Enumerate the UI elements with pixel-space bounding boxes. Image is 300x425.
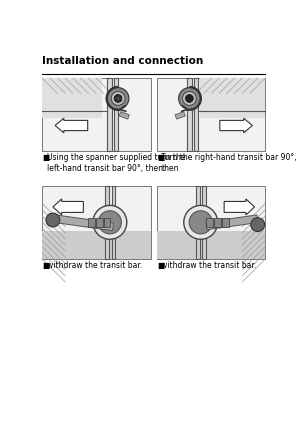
Bar <box>206 215 258 230</box>
Circle shape <box>46 213 60 227</box>
Circle shape <box>111 91 125 105</box>
Bar <box>222 218 229 227</box>
Circle shape <box>93 205 127 239</box>
Text: Installation and connection: Installation and connection <box>42 57 203 66</box>
Bar <box>96 218 103 227</box>
FancyArrow shape <box>55 118 88 133</box>
Circle shape <box>251 218 265 232</box>
Bar <box>42 186 151 259</box>
Bar <box>114 78 118 151</box>
Bar <box>157 78 266 151</box>
Circle shape <box>184 205 218 239</box>
Text: withdraw the transit bar.: withdraw the transit bar. <box>47 261 142 270</box>
Bar <box>214 218 221 227</box>
Bar <box>42 78 151 151</box>
Circle shape <box>178 88 200 109</box>
Text: ■: ■ <box>157 153 164 162</box>
Text: ■: ■ <box>42 261 50 270</box>
Bar <box>88 218 95 227</box>
Text: withdraw the transit bar.: withdraw the transit bar. <box>161 261 257 270</box>
FancyArrow shape <box>53 199 83 215</box>
Circle shape <box>186 95 193 102</box>
Text: ■: ■ <box>42 153 50 162</box>
Bar <box>157 186 266 259</box>
Text: Turn the right-hand transit bar 90°,
then: Turn the right-hand transit bar 90°, the… <box>161 153 297 173</box>
Bar <box>202 186 206 259</box>
Circle shape <box>107 88 129 109</box>
Text: Using the spanner supplied turn the
left-hand transit bar 90°, then: Using the spanner supplied turn the left… <box>47 153 185 173</box>
Text: ■: ■ <box>157 261 164 270</box>
Circle shape <box>114 95 122 102</box>
Circle shape <box>189 211 212 234</box>
Bar <box>119 112 129 119</box>
Bar <box>107 78 112 151</box>
Bar <box>42 78 102 118</box>
Bar <box>42 231 151 259</box>
Circle shape <box>182 91 196 105</box>
Bar <box>157 231 266 259</box>
Bar <box>194 78 198 151</box>
Bar <box>112 186 116 259</box>
FancyArrow shape <box>220 118 252 133</box>
Circle shape <box>98 211 122 234</box>
Bar <box>187 78 192 151</box>
Bar <box>196 186 200 259</box>
Bar <box>200 78 266 118</box>
Bar <box>103 218 110 227</box>
Bar <box>105 186 109 259</box>
Bar <box>206 218 213 227</box>
Bar <box>175 112 185 119</box>
FancyArrow shape <box>224 199 254 215</box>
Bar <box>48 214 114 231</box>
